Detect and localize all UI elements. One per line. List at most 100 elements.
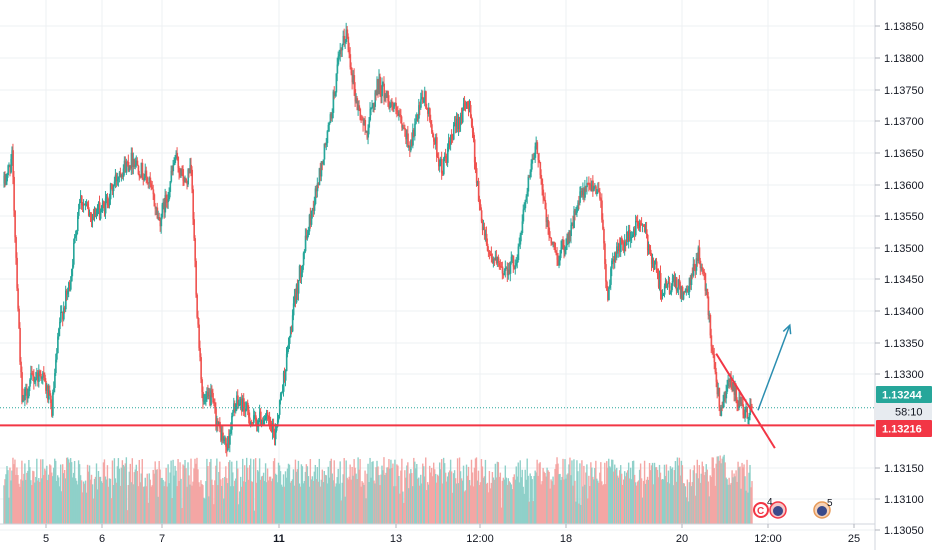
earnings-marker[interactable]: C 4 (753, 497, 787, 519)
candle-body (502, 273, 505, 276)
volume-bar (432, 476, 434, 524)
volume-bar (553, 484, 555, 524)
volume-bar (550, 479, 552, 524)
candle-body (45, 381, 47, 391)
projection-arrow[interactable] (757, 323, 792, 411)
volume-bar (665, 464, 668, 524)
candle-body (78, 208, 80, 216)
volume-bar (88, 465, 91, 524)
volume-bar (645, 479, 648, 524)
volume-bar (236, 460, 238, 524)
volume-bar (33, 471, 35, 524)
volume-bar (549, 488, 551, 524)
candle-body (200, 357, 202, 380)
candle-body (128, 165, 131, 171)
volume-bar (73, 461, 76, 524)
volume-bar (83, 483, 86, 524)
volume-bar (552, 476, 554, 524)
volume-bar (335, 483, 337, 524)
candle-body (108, 199, 111, 206)
candle-body (539, 162, 542, 175)
last-price-label: 1.13244 (882, 390, 923, 402)
candle-body (696, 258, 699, 262)
candle-body (734, 387, 737, 395)
candle-body (500, 266, 503, 268)
candle-body (254, 415, 256, 417)
volume-bar (312, 480, 315, 524)
trend-line[interactable] (715, 353, 776, 449)
volume-bar (678, 457, 681, 524)
candle-body (60, 311, 62, 322)
volume-bar (737, 461, 739, 524)
candle-body (408, 145, 410, 148)
drawing-annotations[interactable] (0, 323, 875, 449)
candle-body (476, 181, 479, 184)
volume-bar (171, 498, 173, 524)
candle-body (435, 137, 437, 145)
earnings-icon (753, 502, 769, 518)
candle-body (547, 220, 550, 228)
candle-body (389, 106, 391, 109)
volume-bar (514, 479, 516, 524)
candle-body (453, 122, 456, 125)
candle-body (609, 284, 611, 288)
volume-bar (303, 480, 306, 524)
volume-bar (681, 465, 684, 524)
volume-bar (305, 464, 308, 524)
volume-bar (727, 484, 729, 524)
dividends-icon-core (773, 506, 783, 516)
candle-body (198, 324, 200, 348)
candle-body (398, 114, 400, 116)
candle-body (351, 73, 354, 83)
time-axis[interactable]: 5 6 7 11 13 12:00 18 20 12:00 25 (43, 524, 860, 545)
candle-body (35, 378, 37, 380)
candle-body (364, 119, 367, 132)
volume-bar (672, 485, 675, 524)
candle-body (663, 286, 666, 295)
volume-bar (375, 467, 377, 524)
volume-bar (691, 482, 694, 524)
volume-bar (254, 458, 257, 524)
volume-bar (131, 458, 134, 524)
candle-body (327, 125, 330, 132)
candle-body (652, 260, 655, 270)
candle-body (670, 285, 673, 293)
volume-bar (507, 478, 510, 524)
volume-bar (18, 483, 20, 524)
volume-bar (87, 471, 90, 524)
volume-bar (657, 477, 660, 524)
candle-body (62, 311, 64, 320)
volume-bar (273, 458, 276, 524)
candle-body (259, 411, 261, 421)
candle-body (248, 409, 250, 418)
candle-body (624, 241, 626, 252)
candle-body (220, 428, 222, 441)
candle-body (446, 157, 448, 163)
volume-bar (460, 478, 463, 524)
candle-body (71, 268, 73, 282)
candle-body (737, 403, 740, 408)
volume-bar (631, 461, 634, 524)
volume-bar (55, 460, 57, 524)
candle-body (298, 266, 301, 281)
volume-bar (85, 492, 88, 524)
volume-bar (353, 459, 355, 524)
volume-bar (20, 479, 22, 524)
volume-bar (724, 462, 726, 524)
volume-bar (364, 470, 366, 524)
candle-body (20, 361, 22, 373)
price-axis[interactable]: 1.138501.138001.137501.137001.136501.136… (875, 21, 924, 537)
candle-body (81, 205, 84, 207)
candle-body (469, 104, 472, 118)
price-tick-label: 1.13500 (884, 243, 924, 255)
candle-body (318, 168, 321, 186)
candle-body (356, 98, 359, 111)
volume-bar (174, 465, 176, 524)
volume-bar (594, 467, 596, 524)
volume-bar (39, 481, 41, 524)
dividends-marker[interactable]: 5 (813, 498, 833, 519)
volume-bar (508, 481, 510, 524)
volume-bar (352, 475, 354, 524)
candle-body (537, 153, 540, 161)
